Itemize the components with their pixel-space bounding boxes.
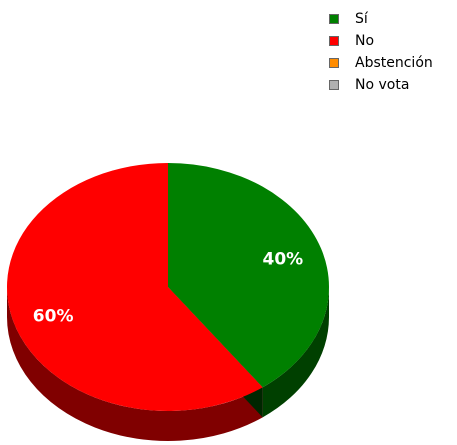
legend-item-no-vota: No vota <box>329 74 433 96</box>
legend-label-si: Sí <box>355 11 368 27</box>
legend-item-no: No <box>329 30 433 52</box>
legend: Sí No Abstención No vota <box>329 8 433 96</box>
pie-slices <box>6 163 329 411</box>
slice-label-no: 60% <box>33 307 74 327</box>
slice-side-0 <box>262 287 329 418</box>
slice-side-1 <box>7 287 263 441</box>
legend-item-si: Sí <box>329 8 433 30</box>
legend-swatch-si <box>329 14 339 24</box>
slice-top-0 <box>168 163 329 388</box>
legend-label-abstencion: Abstención <box>355 55 433 71</box>
legend-label-no-vota: No vota <box>355 77 410 93</box>
legend-label-no: No <box>355 33 375 49</box>
slice-top-1 <box>6 163 263 411</box>
slice-label-si: 40% <box>262 249 303 269</box>
legend-item-abstencion: Abstención <box>329 52 433 74</box>
legend-swatch-no-vota <box>329 80 339 90</box>
legend-swatch-no <box>329 36 339 46</box>
legend-swatch-abstencion <box>329 58 339 68</box>
